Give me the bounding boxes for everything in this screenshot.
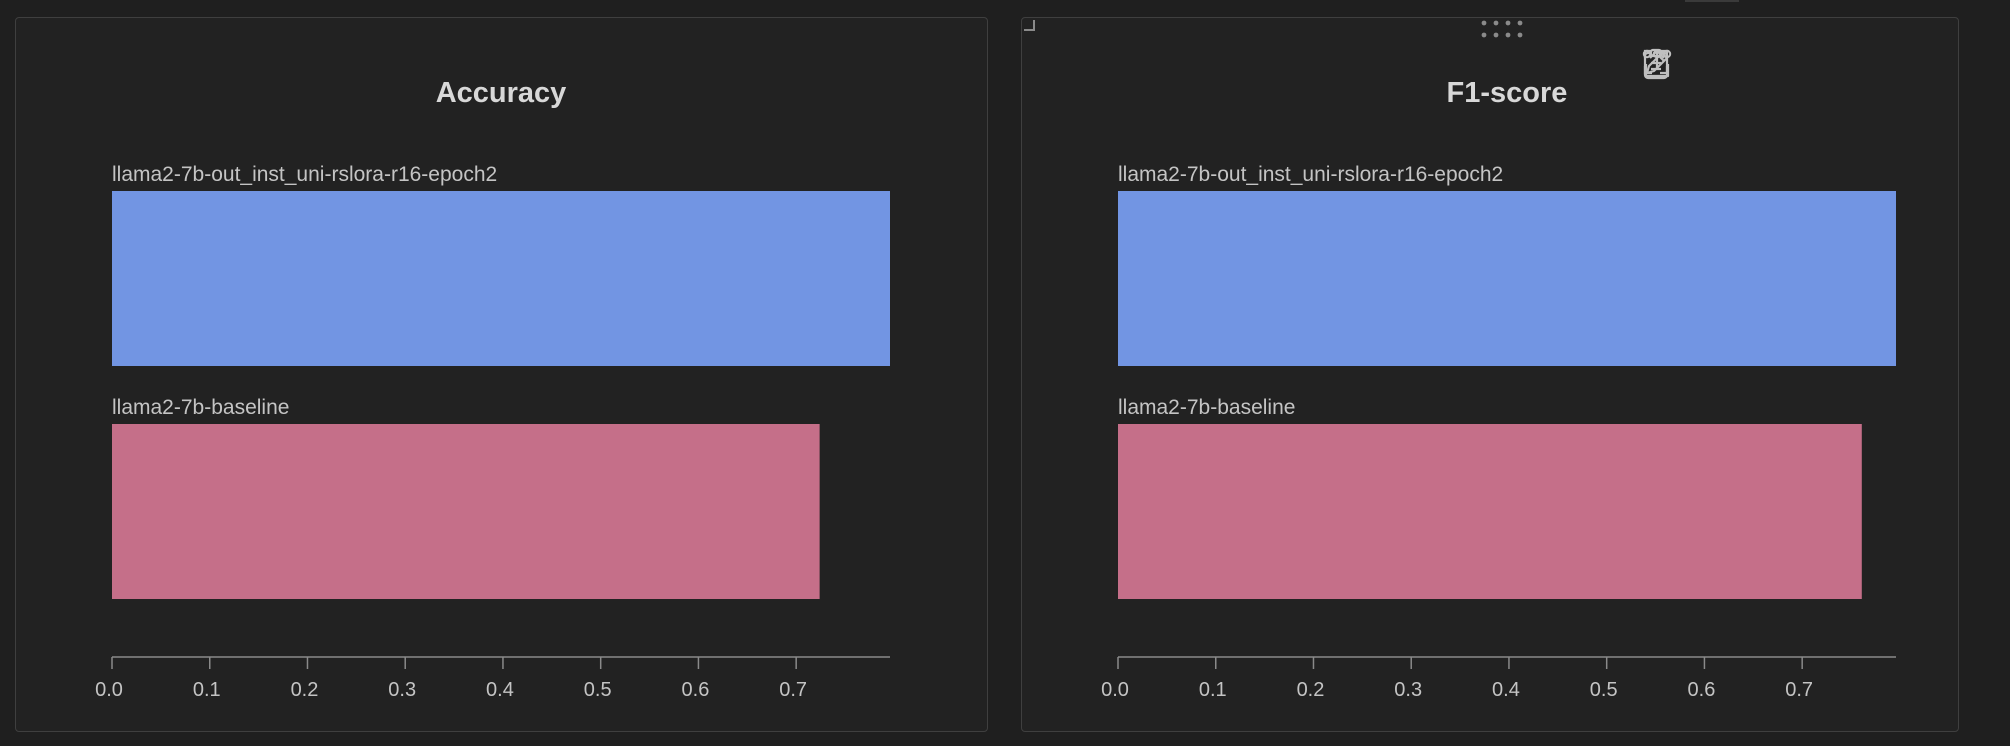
x-tick-label: 0.1 — [193, 679, 221, 701]
drag-handle-icon[interactable] — [1478, 18, 1526, 40]
panel-toolbar — [1642, 48, 1938, 88]
x-tick-label: 0.0 — [1101, 679, 1129, 701]
f1-score-panel: F1-score llama2-7b-out_inst_uni-rslora-r1… — [1021, 17, 1959, 732]
x-tick-label: 0.7 — [779, 679, 807, 701]
x-tick-label: 0.6 — [1688, 679, 1716, 701]
accuracy-chart: Accuracy llama2-7b-out_inst_uni-rslora-r1… — [95, 77, 890, 701]
x-tick-label: 0.5 — [584, 679, 612, 701]
x-tick-label: 0.2 — [1297, 679, 1325, 701]
resize-handle-icon[interactable] — [1022, 18, 1036, 32]
x-tick-label: 0.0 — [95, 679, 123, 701]
accuracy-panel: Accuracy llama2-7b-out_inst_uni-rslora-r1… — [15, 17, 988, 732]
x-tick-label: 0.4 — [1492, 679, 1520, 701]
bar[interactable] — [112, 424, 820, 599]
bar-label: llama2-7b-baseline — [112, 396, 289, 419]
x-tick-label: 0.1 — [1199, 679, 1227, 701]
chart-title: F1-score — [1447, 77, 1568, 109]
x-tick-label: 0.3 — [388, 679, 416, 701]
x-tick-label: 0.5 — [1590, 679, 1618, 701]
fullscreen-button[interactable] — [1643, 48, 1874, 88]
top-tab-indicator — [1685, 0, 1739, 2]
x-tick-label: 0.6 — [682, 679, 710, 701]
bar-label: llama2-7b-out_inst_uni-rslora-r16-epoch2 — [1118, 163, 1503, 186]
x-tick-label: 0.2 — [291, 679, 319, 701]
bar-label: llama2-7b-out_inst_uni-rslora-r16-epoch2 — [112, 163, 497, 186]
bar[interactable] — [112, 191, 890, 366]
x-tick-label: 0.7 — [1785, 679, 1813, 701]
share-button[interactable] — [1644, 48, 1746, 88]
more-button[interactable] — [1642, 48, 1938, 88]
x-tick-label: 0.3 — [1394, 679, 1422, 701]
bar[interactable] — [1118, 191, 1896, 366]
f1-score-chart: F1-score llama2-7b-out_inst_uni-rslora-r1… — [1101, 77, 1896, 701]
x-tick-label: 0.4 — [486, 679, 514, 701]
more-icon — [1642, 49, 1672, 59]
bar-label: llama2-7b-baseline — [1118, 396, 1295, 419]
chart-title: Accuracy — [436, 77, 567, 109]
bar[interactable] — [1118, 424, 1862, 599]
edit-button[interactable] — [1645, 48, 1810, 88]
